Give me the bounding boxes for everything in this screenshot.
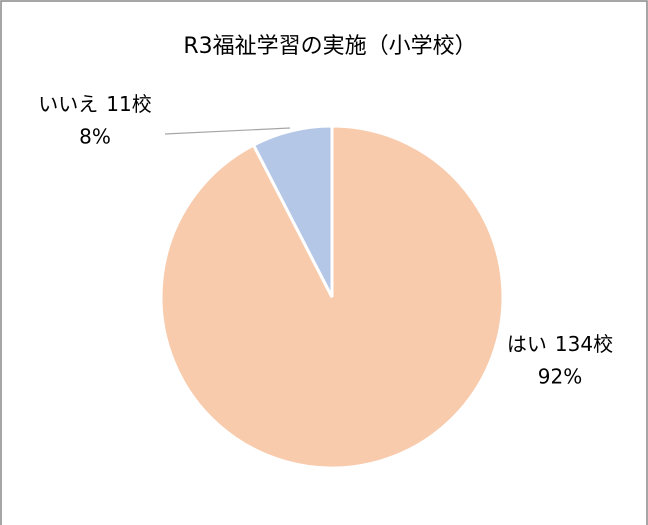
value-label: 11校	[106, 92, 151, 116]
category-label: はい	[507, 332, 547, 356]
leader-line	[164, 127, 291, 135]
value-label: 134校	[555, 332, 613, 356]
data-label: いいえ 11校	[38, 92, 151, 116]
percentage-label: 92%	[538, 365, 582, 389]
percentage-label: 8%	[79, 125, 111, 149]
pie-slice	[251, 124, 334, 298]
chart-title: R3福祉学習の実施（小学校）	[183, 34, 476, 59]
data-label: はい 134校	[507, 332, 613, 356]
category-label: いいえ	[38, 92, 98, 116]
